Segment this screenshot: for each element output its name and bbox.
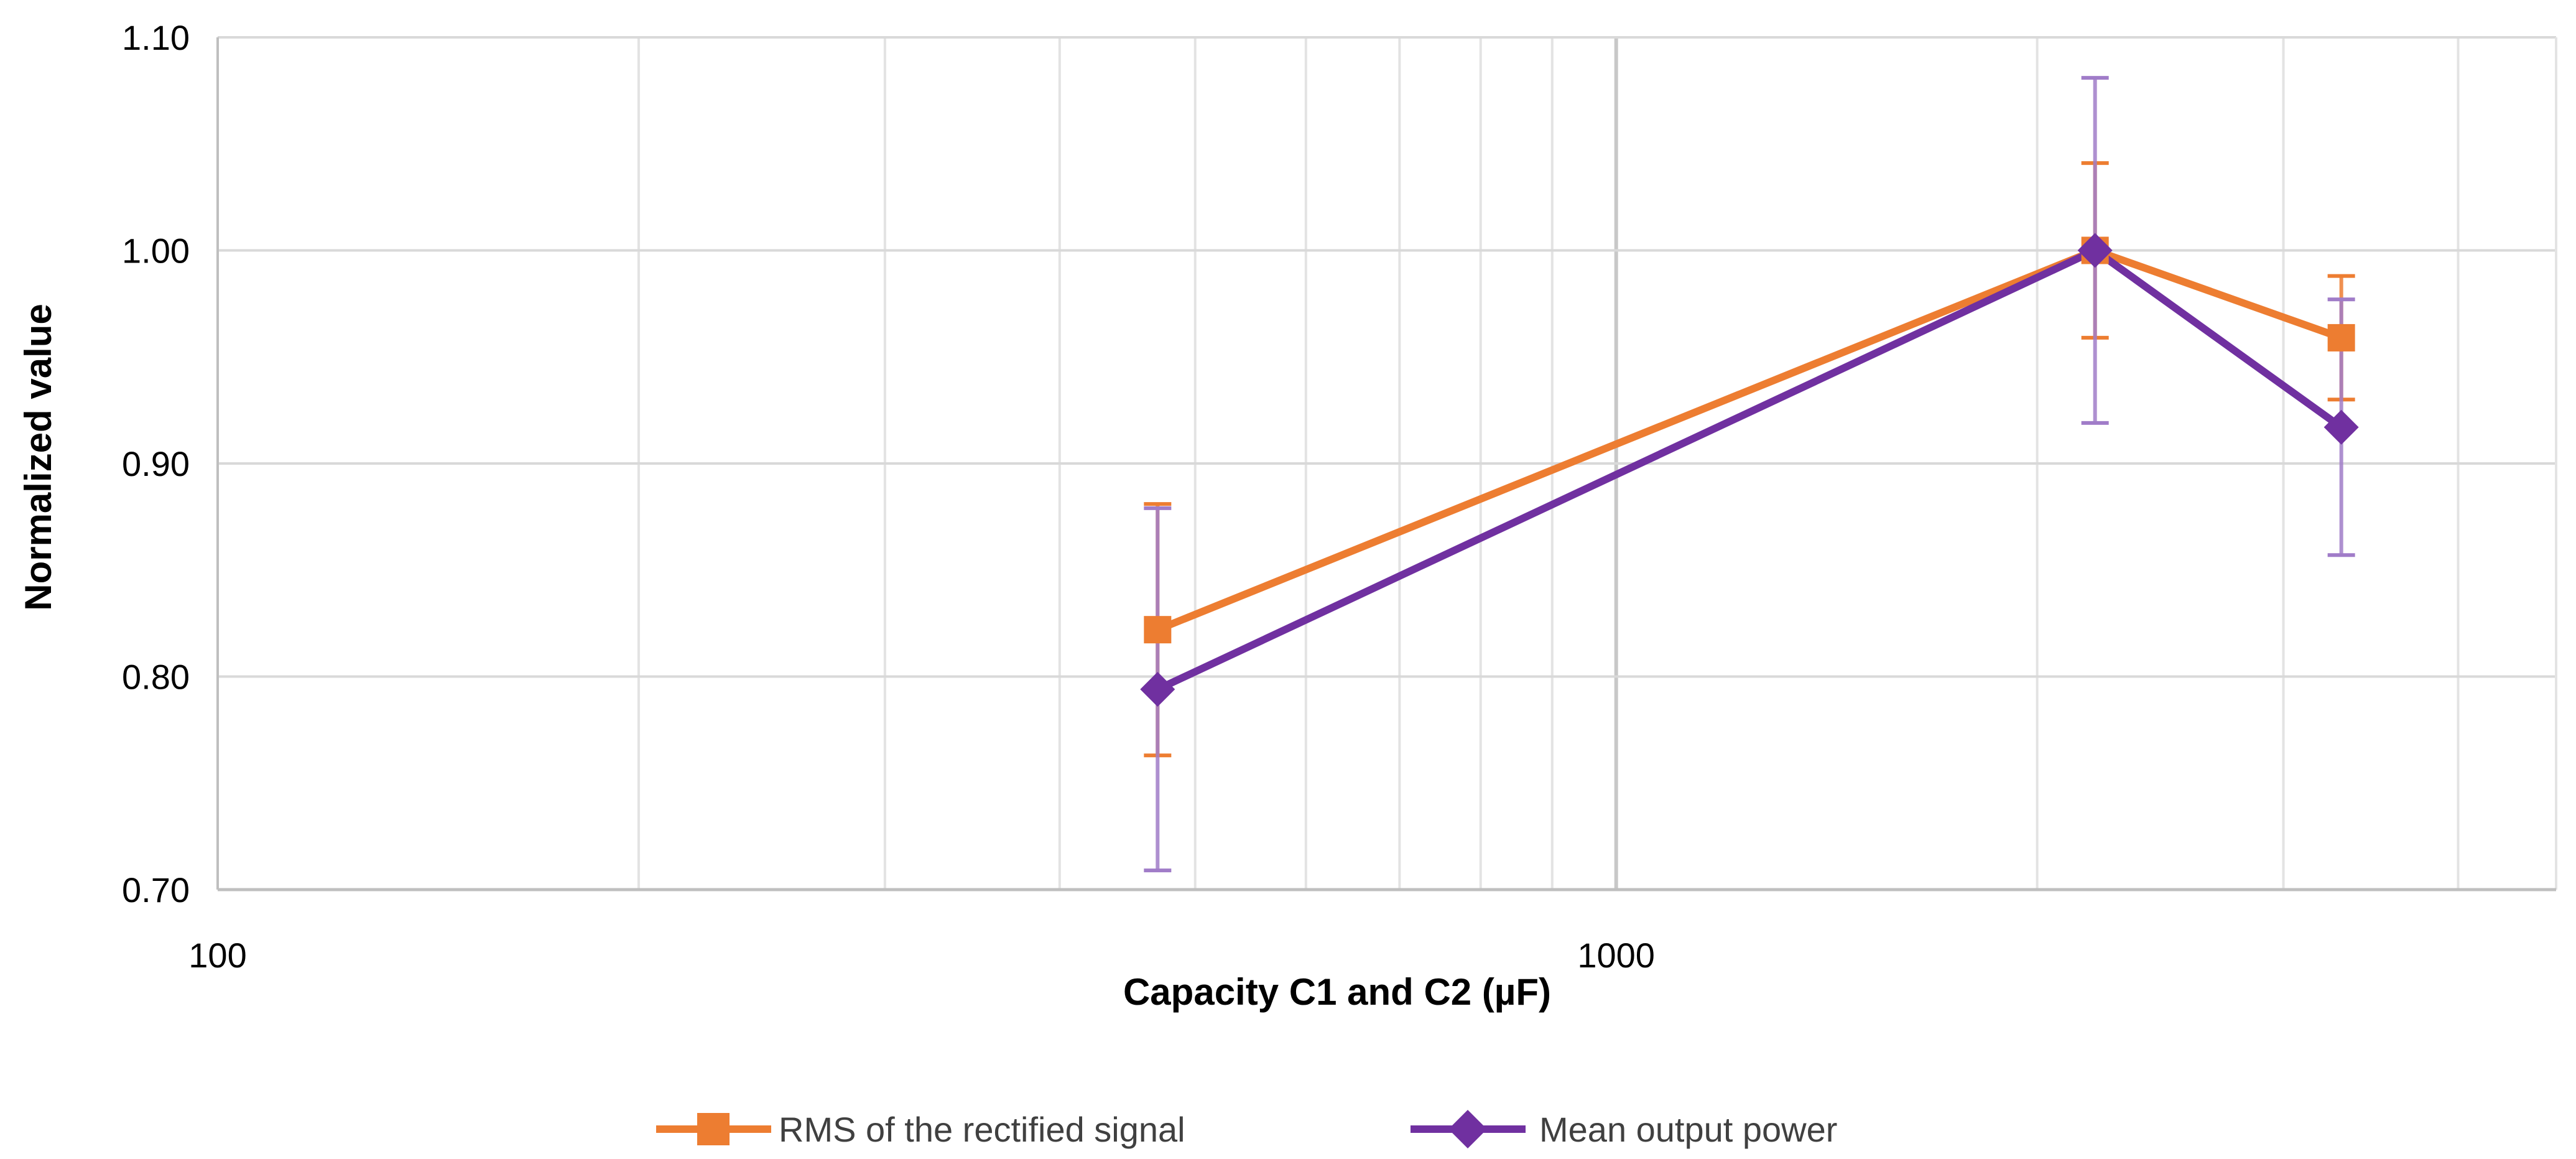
markers-0 [1144, 236, 2355, 644]
series-1 [1156, 246, 2344, 693]
error-bars-1 [1144, 76, 2355, 873]
data-point [1144, 616, 1172, 644]
y-tick-label: 1.10 [122, 18, 190, 57]
x-tick-label: 100 [188, 936, 246, 975]
error-bars-0 [1144, 161, 2355, 758]
legend-label-rms: RMS of the rectified signal [779, 1110, 1185, 1149]
x-tick-label: 1000 [1577, 936, 1655, 975]
y-tick-label: 0.80 [122, 658, 190, 697]
data-point [2327, 323, 2355, 351]
legend-item-power: Mean output power [1411, 1110, 1837, 1149]
tick-labels: 0.70 0.80 0.90 1.00 1.10 100 1000 [122, 18, 1655, 975]
y-tick-label: 0.70 [122, 870, 190, 910]
axes [216, 37, 2556, 891]
series-line [1156, 246, 2344, 693]
series [1140, 76, 2359, 873]
data-point [2077, 233, 2113, 268]
markers-1 [1140, 233, 2359, 707]
data-point [1140, 672, 1175, 707]
legend: RMS of the rectified signal Mean output … [656, 1110, 1837, 1149]
legend-item-rms: RMS of the rectified signal [656, 1110, 1185, 1149]
legend-marker-rms [697, 1113, 730, 1145]
y-tick-label: 1.00 [122, 231, 190, 271]
x-axis-title: Capacity C1 and C2 (µF) [1123, 971, 1551, 1013]
y-axis-title: Normalized value [17, 304, 59, 611]
series-0 [1156, 246, 2343, 633]
y-tick-label: 0.90 [122, 444, 190, 483]
legend-marker-power [1448, 1110, 1487, 1148]
series-line [1156, 246, 2343, 633]
legend-label-power: Mean output power [1539, 1110, 1837, 1149]
data-point [2323, 409, 2359, 445]
grid [218, 36, 2557, 890]
